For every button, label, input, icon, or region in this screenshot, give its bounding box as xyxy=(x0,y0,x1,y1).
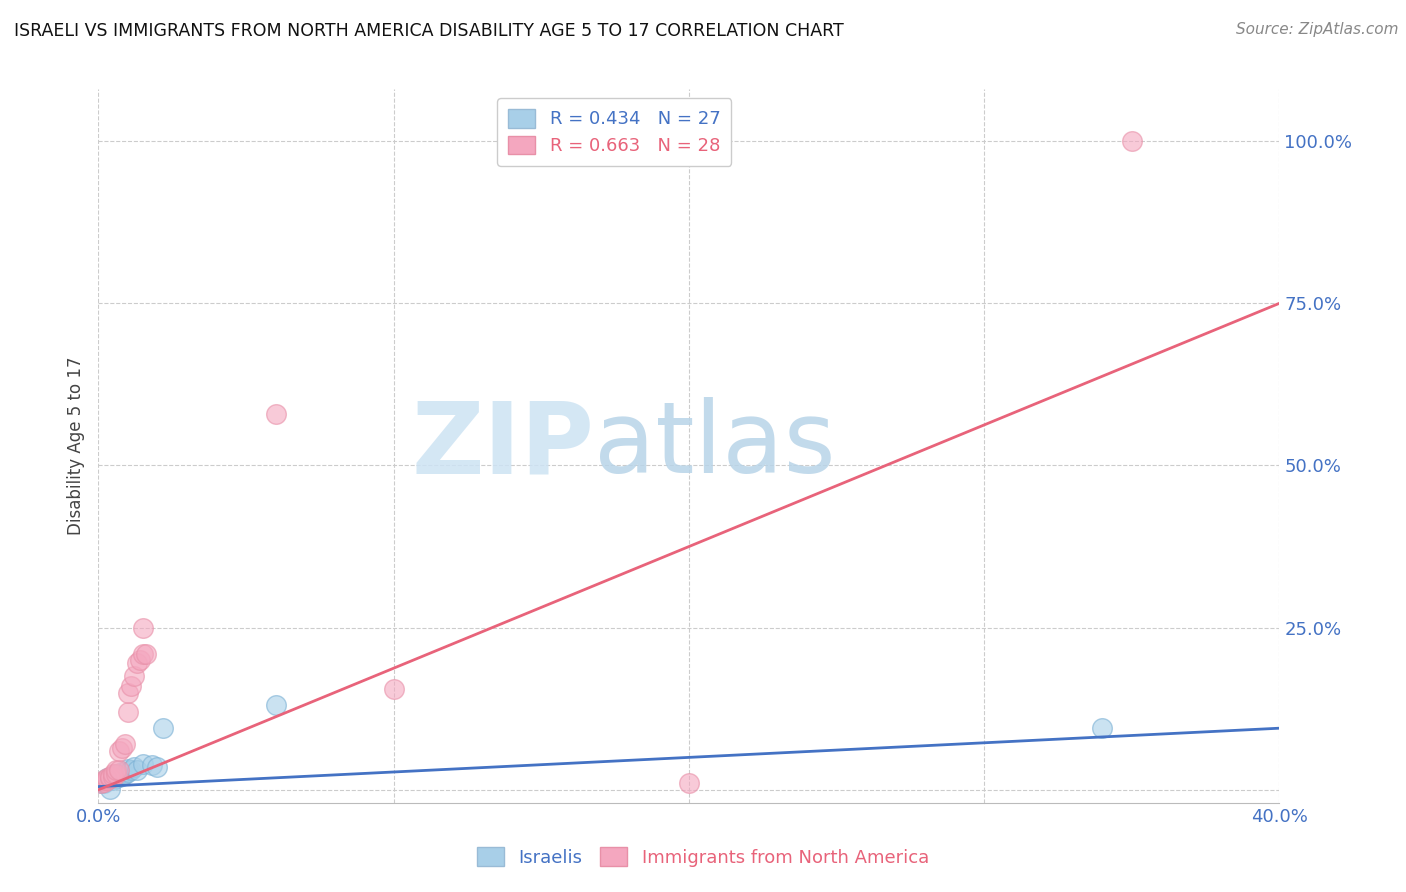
Point xyxy=(117,764,139,779)
Point xyxy=(96,771,118,785)
Point xyxy=(114,738,136,752)
Point xyxy=(105,766,128,780)
Point xyxy=(122,669,145,683)
Text: ZIP: ZIP xyxy=(412,398,595,494)
Point xyxy=(264,698,287,713)
Legend: Israelis, Immigrants from North America: Israelis, Immigrants from North America xyxy=(470,840,936,874)
Point xyxy=(114,766,136,780)
Point xyxy=(103,773,125,788)
Point xyxy=(132,621,155,635)
Point xyxy=(98,770,121,784)
Point xyxy=(90,776,112,790)
Point xyxy=(135,647,157,661)
Point xyxy=(1091,721,1114,735)
Point xyxy=(93,775,115,789)
Point xyxy=(132,647,155,661)
Point xyxy=(98,770,121,784)
Point xyxy=(93,773,115,788)
Text: Source: ZipAtlas.com: Source: ZipAtlas.com xyxy=(1236,22,1399,37)
Point xyxy=(90,776,112,790)
Point xyxy=(125,657,148,671)
Point xyxy=(120,764,142,778)
Point xyxy=(93,776,115,790)
Y-axis label: Disability Age 5 to 17: Disability Age 5 to 17 xyxy=(66,357,84,535)
Point xyxy=(98,781,121,796)
Point xyxy=(96,771,118,785)
Point xyxy=(96,773,118,788)
Point xyxy=(141,758,163,772)
Point xyxy=(111,768,134,782)
Point xyxy=(122,760,145,774)
Point xyxy=(108,766,131,780)
Point xyxy=(108,744,131,758)
Text: ISRAELI VS IMMIGRANTS FROM NORTH AMERICA DISABILITY AGE 5 TO 17 CORRELATION CHAR: ISRAELI VS IMMIGRANTS FROM NORTH AMERICA… xyxy=(14,22,844,40)
Point xyxy=(93,775,115,789)
Point xyxy=(111,740,134,755)
Point xyxy=(111,764,134,779)
Point xyxy=(132,756,155,771)
Point xyxy=(382,682,405,697)
Point xyxy=(128,653,150,667)
Point xyxy=(103,766,125,780)
Point xyxy=(103,770,125,784)
Point xyxy=(108,764,131,778)
Point xyxy=(117,685,139,699)
Point xyxy=(105,771,128,785)
Point xyxy=(105,764,128,778)
Point xyxy=(1121,134,1143,148)
Point xyxy=(96,773,118,788)
Point xyxy=(678,776,700,790)
Legend: R = 0.434   N = 27, R = 0.663   N = 28: R = 0.434 N = 27, R = 0.663 N = 28 xyxy=(498,98,731,166)
Point xyxy=(264,407,287,421)
Point xyxy=(117,705,139,719)
Point xyxy=(108,770,131,784)
Point xyxy=(146,760,169,774)
Point xyxy=(105,766,128,780)
Point xyxy=(103,768,125,782)
Point xyxy=(152,721,174,735)
Point xyxy=(120,679,142,693)
Text: atlas: atlas xyxy=(595,398,837,494)
Point xyxy=(98,771,121,785)
Point xyxy=(125,764,148,778)
Point xyxy=(117,762,139,776)
